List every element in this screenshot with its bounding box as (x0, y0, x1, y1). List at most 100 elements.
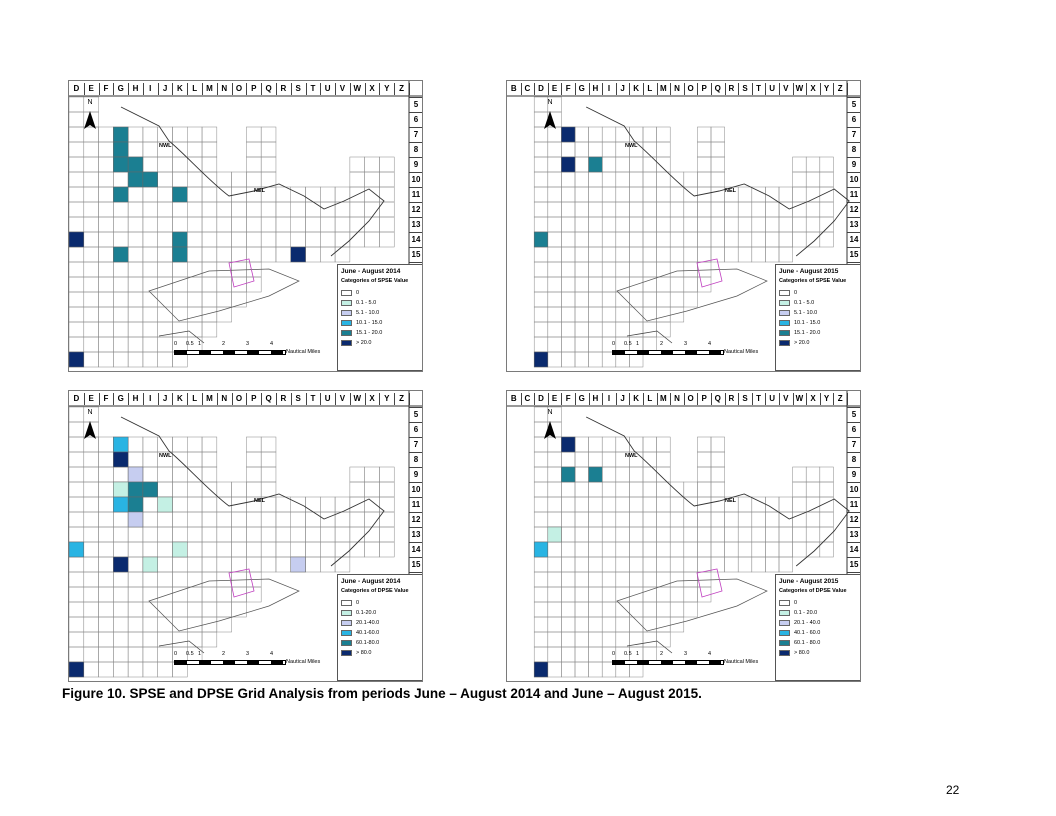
legend-item: 15.1 - 20.0 (776, 328, 860, 338)
column-label: H (589, 393, 604, 405)
legend-item: 0 (776, 598, 860, 608)
column-label: L (643, 83, 658, 95)
column-label: P (697, 393, 712, 405)
row-label: 9 (409, 157, 422, 172)
row-label: 14 (847, 542, 860, 557)
row-label: 11 (847, 187, 860, 202)
column-label: R (276, 393, 292, 405)
scale-bar: 0 0.5 1 2 3 4 Nautical Miles (174, 651, 324, 673)
grid-cell-I10 (142, 171, 158, 188)
scale-tick: 2 (660, 341, 664, 347)
column-label: V (335, 393, 351, 405)
column-label: S (291, 83, 307, 95)
legend-label: > 20.0 (356, 340, 372, 346)
legend-item: 0 (338, 288, 422, 298)
north-label: N (87, 99, 93, 106)
scale-bar-graphic (174, 660, 286, 665)
nel-label: NEL (725, 188, 736, 194)
scale-tick: 2 (222, 651, 226, 657)
legend-label: 20.1-40.0 (356, 620, 380, 626)
scale-tick: 4 (270, 341, 274, 347)
scale-tick: 0.5 (186, 341, 194, 347)
row-label: 8 (847, 142, 860, 157)
scale-tick: 0 (174, 341, 178, 347)
row-label: 7 (409, 437, 422, 452)
scale-bar-graphic (174, 350, 286, 355)
column-label: N (670, 393, 685, 405)
row-label: 7 (409, 127, 422, 142)
legend-item: 5.1 - 10.0 (338, 308, 422, 318)
site-outline (228, 568, 255, 598)
grid-cell-G7 (113, 436, 129, 453)
row-label: 12 (409, 202, 422, 217)
grid-cell-H11 (127, 496, 144, 513)
legend-label: 15.1 - 20.0 (794, 330, 821, 336)
scale-tick: 3 (684, 651, 688, 657)
column-label: D (69, 83, 85, 95)
grid-cell-G8 (113, 141, 129, 158)
legend-label: 5.1 - 10.0 (356, 310, 380, 316)
column-label: N (217, 393, 233, 405)
scale-tick: 0 (612, 341, 616, 347)
legend-swatch (779, 630, 790, 636)
column-label: W (350, 83, 366, 95)
legend-subtitle: Categories of DPSE Value (779, 588, 847, 594)
row-label: 7 (847, 437, 860, 452)
grid-cell-D22 (533, 351, 549, 368)
legend-label: 0.1 - 20.0 (794, 610, 818, 616)
north-arrow-icon (84, 111, 96, 129)
column-label: U (765, 83, 780, 95)
legend-label: 20.1 - 40.0 (794, 620, 821, 626)
column-label: H (128, 393, 144, 405)
north-label: N (87, 409, 93, 416)
grid-cell-H10 (127, 481, 144, 498)
nel-label: NEL (725, 498, 736, 504)
column-label: K (172, 393, 189, 405)
column-label: I (602, 83, 617, 95)
scale-tick: 0 (612, 651, 616, 657)
column-label: E (548, 83, 563, 95)
map-panel-2: B C D E F G H I J K L M N O P Q R S T U V W X Y Z 5 6 7 8 9 10 11 12 13 14… (506, 80, 861, 372)
column-label: Q (711, 83, 726, 95)
nwl-label: NWL (159, 453, 172, 459)
legend-label: 10.1 - 15.0 (356, 320, 383, 326)
column-label: P (697, 83, 712, 95)
column-label: U (320, 393, 337, 405)
legend: June - August 2014 Categories of SPSE Val… (337, 264, 422, 371)
column-label: B (507, 83, 522, 95)
row-label: 11 (409, 187, 422, 202)
row-label: 5 (409, 97, 422, 112)
scale-unit: Nautical Miles (286, 659, 321, 665)
grid-cell-D14 (69, 541, 85, 558)
grid-cell-E13 (547, 526, 562, 543)
grid-cell-F9 (561, 466, 576, 483)
legend-subtitle: Categories of DPSE Value (341, 588, 409, 594)
column-label: F (99, 393, 115, 405)
column-label: D (69, 393, 85, 405)
column-label: F (99, 83, 115, 95)
legend-item: 20.1-40.0 (338, 618, 422, 628)
row-label: 13 (409, 217, 422, 232)
row-label: 12 (847, 512, 860, 527)
scale-tick: 4 (708, 651, 712, 657)
scale-bar-graphic (612, 350, 724, 355)
column-label: P (246, 83, 263, 95)
site-outline (696, 258, 723, 288)
row-label: 10 (847, 482, 860, 497)
column-label: S (291, 393, 307, 405)
column-label: R (725, 393, 740, 405)
row-label: 6 (847, 422, 860, 437)
grid-cell-D14 (533, 231, 549, 248)
row-label: 9 (847, 157, 860, 172)
legend: June - August 2015 Categories of SPSE Val… (775, 264, 860, 371)
site-outline (696, 568, 723, 598)
grid-cell-G11 (113, 496, 129, 513)
scale-tick: 2 (660, 651, 664, 657)
legend-swatch (779, 340, 790, 346)
legend-item: 40.1 - 60.0 (776, 628, 860, 638)
column-label: Y (820, 393, 835, 405)
coastline (120, 106, 385, 257)
scale-tick: 0.5 (624, 341, 632, 347)
grid-cell-F7 (561, 436, 576, 453)
coastline (585, 106, 850, 257)
